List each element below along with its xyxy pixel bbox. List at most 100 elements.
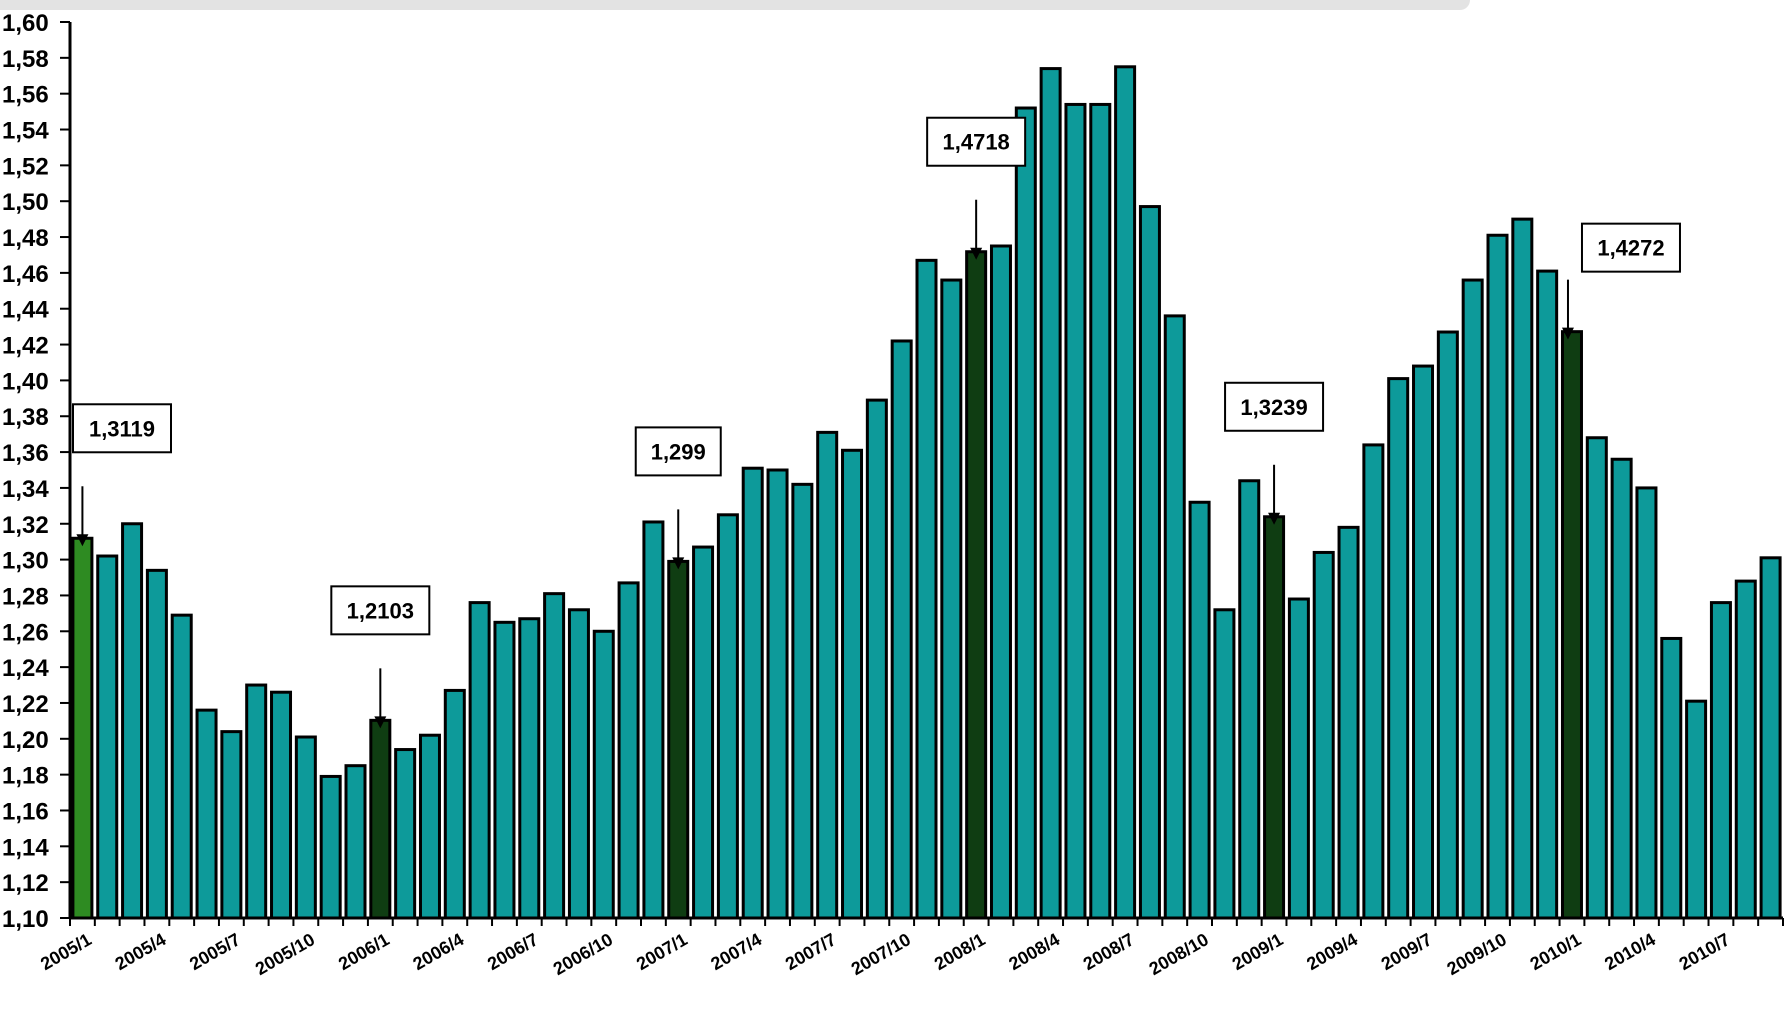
callout-box — [634, 426, 722, 477]
callout-value-label: 1,3239 — [1240, 395, 1307, 420]
y-axis: 1,10 1,12 1,14 1,16 1,18 1,20 1,22 1,24 1,26 1,28… — [2, 10, 72, 933]
bar-2010-3 — [1610, 457, 1633, 920]
bar-2005-9 — [270, 690, 293, 920]
y-tick-label: 1,14 — [2, 834, 49, 861]
y-tick-label: 1,44 — [2, 297, 49, 324]
bar-2010-5 — [1660, 636, 1683, 920]
bar-2009-3 — [1312, 550, 1335, 920]
bar-2007-3 — [716, 513, 739, 920]
bar-2007-12 — [940, 278, 963, 920]
y-tick-label: 1,48 — [2, 225, 49, 252]
bar-2010-8 — [1734, 579, 1757, 920]
callout-3: 1,4718 — [926, 116, 1027, 260]
y-tick-label: 1,10 — [2, 906, 49, 933]
bar-2009-12 — [1536, 269, 1559, 920]
callout-value-label: 1,299 — [651, 439, 706, 464]
bar-2005-7 — [220, 730, 243, 920]
bar-2010-4 — [1635, 486, 1658, 920]
bar-2005-1 — [71, 536, 94, 920]
x-tick-label: 2005/1 — [37, 929, 95, 974]
x-tick-label: 2010/4 — [1601, 929, 1659, 974]
bar-2005-12 — [344, 764, 367, 920]
callout-box — [72, 403, 172, 454]
bar-2006-5 — [468, 601, 491, 920]
bar-2006-6 — [493, 620, 516, 920]
x-tick-label: 2006/4 — [410, 929, 468, 974]
bar-2009-10 — [1486, 233, 1509, 920]
bar-2010-7 — [1709, 601, 1732, 920]
callout-box — [1224, 381, 1325, 432]
y-tick-label: 1,40 — [2, 368, 49, 395]
y-tick-label: 1,16 — [2, 798, 49, 825]
callout-value-label: 1,2103 — [347, 598, 414, 623]
bar-2006-12 — [642, 520, 665, 920]
bar-2009-9 — [1461, 278, 1484, 920]
bar-2008-7 — [1114, 65, 1137, 920]
bar-2006-4 — [443, 688, 466, 920]
bar-2009-6 — [1387, 377, 1410, 920]
x-tick-label: 2005/4 — [112, 929, 170, 974]
x-tick-label: 2008/10 — [1146, 929, 1212, 979]
bar-2006-8 — [543, 592, 566, 920]
bar-2009-11 — [1511, 217, 1534, 920]
bar-2009-8 — [1436, 330, 1459, 920]
y-tick-label: 1,54 — [2, 118, 49, 145]
bar-2008-9 — [1163, 314, 1186, 920]
bar-2006-7 — [518, 617, 541, 920]
x-tick-label: 2006/1 — [335, 929, 393, 974]
bar-2007-7 — [816, 430, 839, 920]
bar-2007-2 — [692, 545, 715, 920]
bar-2009-5 — [1362, 443, 1385, 920]
callout-annotations: 1,3119 1,2103 1,299 1,4718 1,3239 1,4272 — [72, 116, 1681, 729]
y-tick-label: 1,28 — [2, 583, 49, 610]
callout-value-label: 1,4718 — [943, 130, 1010, 155]
y-tick-label: 1,34 — [2, 476, 49, 503]
y-tick-label: 1,22 — [2, 691, 49, 718]
callout-arrow-head — [970, 247, 983, 260]
bar-2005-4 — [145, 568, 168, 920]
x-tick-label: 2009/1 — [1229, 929, 1287, 974]
bar-2008-8 — [1138, 205, 1161, 920]
bar-2006-11 — [617, 581, 640, 920]
bar-2009-1 — [1263, 515, 1286, 920]
y-tick-label: 1,26 — [2, 619, 49, 646]
callout-5: 1,4272 — [1561, 222, 1681, 340]
x-tick-label: 2006/7 — [484, 929, 542, 974]
x-axis: 2005/1 2005/4 2005/7 2005/10 2006/1 2006/4 200… — [37, 916, 1784, 979]
callout-value-label: 1,4272 — [1597, 236, 1664, 261]
callout-arrow-head — [672, 557, 685, 570]
bar-2005-2 — [96, 554, 119, 920]
bar-2007-5 — [766, 468, 789, 920]
callout-value-label: 1,3119 — [89, 416, 155, 441]
y-tick-label: 1,12 — [2, 870, 49, 897]
bar-2009-2 — [1287, 597, 1310, 920]
bar-2007-1 — [667, 559, 690, 920]
bar-2008-12 — [1238, 479, 1261, 920]
callout-box — [1580, 222, 1681, 273]
bar-2005-11 — [319, 774, 342, 920]
bar-2008-3 — [1014, 106, 1037, 920]
callout-box — [330, 585, 431, 636]
bar-2006-10 — [592, 629, 615, 920]
x-tick-label: 2006/10 — [550, 929, 616, 979]
x-tick-label: 2007/10 — [848, 929, 914, 979]
bar-2010-2 — [1585, 436, 1608, 920]
y-tick-label: 1,52 — [2, 153, 49, 180]
bar-2007-9 — [865, 398, 888, 920]
y-tick-label: 1,32 — [2, 512, 49, 539]
callout-box — [926, 116, 1027, 167]
x-tick-label: 2008/4 — [1005, 929, 1063, 974]
y-tick-label: 1,58 — [2, 46, 49, 73]
callout-arrow-head — [76, 534, 89, 547]
bar-2009-7 — [1412, 364, 1435, 920]
y-tick-label: 1,24 — [2, 655, 49, 682]
bar-2008-11 — [1213, 608, 1236, 920]
bar-2007-10 — [890, 339, 913, 920]
top-banner-strip — [0, 0, 1470, 10]
x-tick-label: 2005/10 — [252, 929, 318, 979]
bar-2008-6 — [1089, 102, 1112, 920]
bar-2006-3 — [418, 733, 441, 920]
bar-2005-10 — [294, 735, 317, 920]
x-tick-label: 2008/7 — [1080, 929, 1138, 974]
